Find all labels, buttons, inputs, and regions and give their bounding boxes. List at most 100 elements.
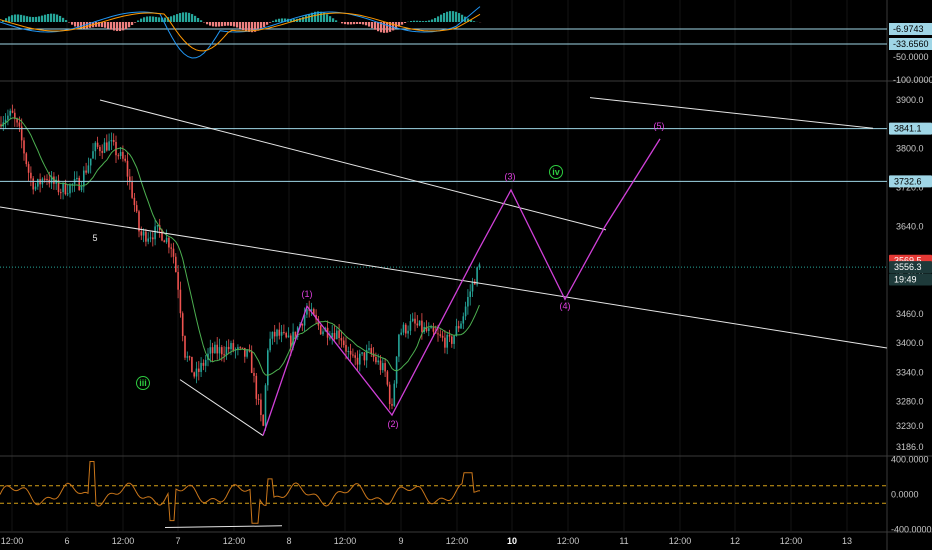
time-tick-label: 12:00 (334, 536, 357, 546)
macd-histogram-bar (392, 22, 395, 31)
macd-histogram-bar (161, 17, 164, 22)
oscillator-panel[interactable] (0, 461, 887, 529)
macd-histogram-bar (284, 18, 287, 22)
candle-body (191, 356, 193, 373)
candle-body (336, 330, 338, 340)
macd-histogram-bar (263, 22, 266, 27)
macd-histogram-bar (458, 13, 461, 22)
macd-histogram-bar (242, 22, 245, 31)
candle-body (313, 309, 315, 315)
candle-body (108, 141, 110, 151)
candle-body (170, 247, 172, 249)
candle-body (200, 362, 202, 372)
candle-body (138, 211, 140, 232)
macd-panel[interactable] (0, 6, 887, 59)
candle-body (294, 331, 297, 338)
macd-histogram-bar (113, 22, 116, 31)
candle-body (444, 337, 446, 348)
macd-histogram-bar (416, 20, 419, 22)
candle-body (421, 320, 423, 332)
macd-histogram-bar (179, 13, 182, 22)
candle-body (246, 350, 248, 357)
candle-body (432, 327, 435, 332)
candle-body (310, 309, 313, 311)
candle-body (18, 122, 21, 127)
macd-histogram-bar (365, 22, 368, 26)
macd-histogram-bar (422, 21, 425, 22)
macd-histogram-bar (107, 22, 110, 29)
candle-body (195, 368, 198, 377)
macd-histogram-bar (389, 22, 392, 32)
candle-body (388, 384, 391, 405)
candle-body (457, 326, 460, 329)
macd-histogram-bar (110, 22, 113, 30)
candle-body (464, 306, 467, 317)
price-panel[interactable] (0, 104, 481, 431)
macd-histogram-bar (383, 22, 386, 33)
candle-body (204, 359, 207, 366)
macd-histogram-bar (77, 22, 80, 28)
macd-histogram-bar (41, 15, 44, 22)
macd-histogram-bar (347, 22, 350, 25)
macd-histogram-bar (185, 12, 188, 22)
macd-histogram-bar (71, 22, 74, 25)
candle-body (462, 316, 465, 324)
candle-body (23, 140, 25, 154)
circled-wave-label: iv (552, 167, 560, 177)
macd-histogram-bar (386, 22, 389, 33)
macd-histogram-bar (74, 22, 77, 27)
candle-body (230, 343, 232, 350)
candle-body (345, 345, 347, 352)
macd-tick-label: -50.0000 (893, 52, 929, 62)
candle-body (437, 333, 439, 335)
candle-body (331, 332, 333, 338)
macd-histogram-bar (311, 12, 314, 22)
macd-histogram-bar (431, 19, 434, 22)
candle-body (50, 176, 53, 184)
candle-body (425, 327, 428, 332)
candle-body (145, 231, 147, 242)
macd-histogram-bar (56, 14, 59, 22)
wave-label: (2) (388, 419, 399, 429)
macd-histogram-bar (437, 16, 440, 22)
macd-histogram-bar (62, 17, 65, 22)
candle-body (80, 186, 83, 191)
macd-histogram-bar (158, 17, 161, 22)
candle-body (163, 240, 166, 243)
elliott-wave-path (262, 138, 661, 436)
candle-body (9, 110, 11, 116)
macd-histogram-bar (440, 14, 443, 22)
candle-body (451, 336, 453, 344)
price-tick-label: 3800.0 (896, 144, 924, 154)
macd-histogram-bar (89, 22, 92, 28)
wave-label: (1) (302, 289, 313, 299)
macd-histogram-bar (380, 22, 383, 33)
trendline (179, 379, 264, 436)
macd-histogram-bar (251, 22, 254, 33)
macd-histogram-bar (314, 11, 317, 22)
macd-histogram-bar (125, 22, 128, 30)
candle-body (122, 151, 124, 159)
macd-histogram-bar (278, 18, 281, 22)
candle-body (147, 238, 149, 242)
candle-body (267, 350, 269, 386)
candle-body (352, 354, 354, 356)
macd-histogram-bar (86, 22, 89, 29)
candle-body (115, 141, 117, 156)
candle-body (241, 347, 244, 349)
drawings-layer[interactable]: (1) (2) (3) (4) (5) 5 iii iv (0, 97, 888, 436)
macd-histogram-bar (398, 22, 401, 27)
candle-body (453, 335, 455, 344)
macd-histogram-bar (350, 22, 353, 25)
macd-histogram-bar (221, 22, 224, 27)
candle-body (416, 323, 419, 326)
candle-body (4, 119, 7, 123)
price-axis[interactable]: 3900.03800.03720.03640.03540.03460.03400… (889, 23, 932, 534)
candle-body (430, 327, 432, 329)
time-axis[interactable]: 12:00 6 12:00 7 12:00 8 12:00 9 12:00 10 12:00 11 12… (1, 536, 852, 546)
candle-body (43, 178, 46, 180)
candle-body (83, 170, 85, 187)
macd-value-tag (889, 38, 932, 50)
price-tag (889, 273, 932, 286)
